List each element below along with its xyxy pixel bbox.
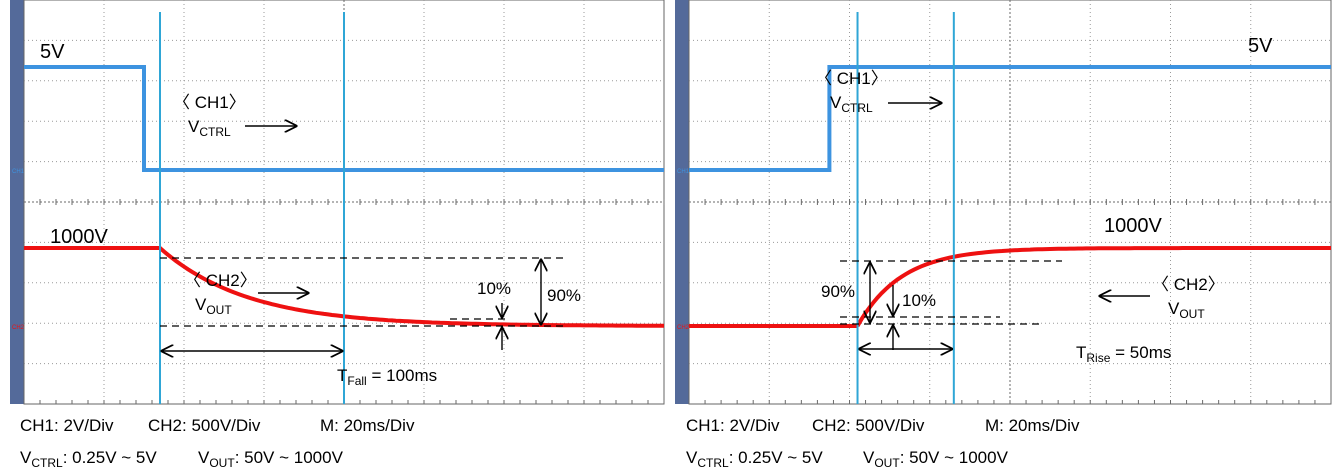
time-label-sub: Fall <box>347 374 366 388</box>
ch2-marker: CH2 <box>12 325 25 331</box>
time-label-main: T <box>1076 343 1086 362</box>
pct-10-label: 10% <box>902 291 936 310</box>
ch2-marker: CH2 <box>677 325 690 331</box>
ch1-trace <box>689 65 1331 172</box>
vctrl-range-caption: VCTRL: 0.25V ~ 5V <box>686 448 823 468</box>
ch2-trace <box>689 246 1331 328</box>
side-bar <box>675 0 689 404</box>
vout-sub: OUT <box>874 456 900 468</box>
vctrl-main: V <box>20 448 32 467</box>
ch1-name-label: 〈 CH1〉 <box>815 69 888 88</box>
ch1-level-label: 5V <box>40 41 65 63</box>
ch1-scale-caption: CH1: 2V/Div <box>20 416 114 435</box>
ch2-name-label: 〈 CH2〉 <box>1152 275 1225 294</box>
vctrl-range: : 0.25V ~ 5V <box>729 448 824 467</box>
vout-range: : 50V ~ 1000V <box>900 448 1009 467</box>
ch2-trace <box>24 246 664 328</box>
time-label-sub: Rise <box>1086 351 1110 365</box>
ch1-trace <box>24 65 664 172</box>
ch2-scale-caption: CH2: 500V/Div <box>812 416 925 435</box>
vctrl-range: : 0.25V ~ 5V <box>63 448 158 467</box>
time-label: TRise = 50ms <box>1076 343 1171 365</box>
pct-10-label: 10% <box>477 279 511 298</box>
vout-label: VOUT <box>1168 299 1205 321</box>
vctrl-label-sub: CTRL <box>199 125 231 139</box>
ch2-level-label: 1000V <box>50 226 108 248</box>
vout-label-main: V <box>1168 299 1180 318</box>
vctrl-label-sub: CTRL <box>841 101 873 115</box>
ch1-scale-caption: CH1: 2V/Div <box>686 416 780 435</box>
vout-label-sub: OUT <box>1179 307 1205 321</box>
time-label-value: = 50ms <box>1110 343 1171 362</box>
vout-label-sub: OUT <box>206 303 232 317</box>
ch2-name-label: 〈 CH2〉 <box>184 271 257 290</box>
time-scale-caption: M: 20ms/Div <box>320 416 415 435</box>
vctrl-label: VCTRL <box>188 117 231 139</box>
vctrl-main: V <box>686 448 698 467</box>
ch1-name-label: 〈 CH1〉 <box>173 93 246 112</box>
ch1-marker: CH1 <box>677 169 690 175</box>
pct-90-label: 90% <box>547 286 581 305</box>
ch2-scale-caption: CH2: 500V/Div <box>148 416 261 435</box>
vout-range: : 50V ~ 1000V <box>235 448 344 467</box>
caption-right: CH1: 2V/Div CH2: 500V/Div M: 20ms/Div VC… <box>686 416 1080 468</box>
vctrl-sub: CTRL <box>31 456 63 468</box>
vctrl-label-main: V <box>830 93 842 112</box>
time-label-main: T <box>337 366 347 385</box>
caption-left: CH1: 2V/Div CH2: 500V/Div M: 20ms/Div VC… <box>20 416 415 468</box>
vctrl-label: VCTRL <box>830 93 873 115</box>
vout-label-main: V <box>195 295 207 314</box>
vout-range-caption: VOUT: 50V ~ 1000V <box>198 448 344 468</box>
ch1-level-label: 5V <box>1248 35 1273 57</box>
vctrl-sub: CTRL <box>697 456 729 468</box>
ch2-level-label: 1000V <box>1104 215 1162 237</box>
pct-90-label: 90% <box>821 282 855 301</box>
ch1-marker: CH1 <box>12 169 25 175</box>
vout-label: VOUT <box>195 295 232 317</box>
side-bar <box>10 0 24 404</box>
time-scale-caption: M: 20ms/Div <box>985 416 1080 435</box>
vctrl-label-main: V <box>188 117 200 136</box>
vout-main: V <box>863 448 875 467</box>
time-label: TFall = 100ms <box>337 366 437 388</box>
vctrl-range-caption: VCTRL: 0.25V ~ 5V <box>20 448 157 468</box>
vout-sub: OUT <box>209 456 235 468</box>
time-label-value: = 100ms <box>367 366 437 385</box>
vout-range-caption: VOUT: 50V ~ 1000V <box>863 448 1009 468</box>
vout-main: V <box>198 448 210 467</box>
